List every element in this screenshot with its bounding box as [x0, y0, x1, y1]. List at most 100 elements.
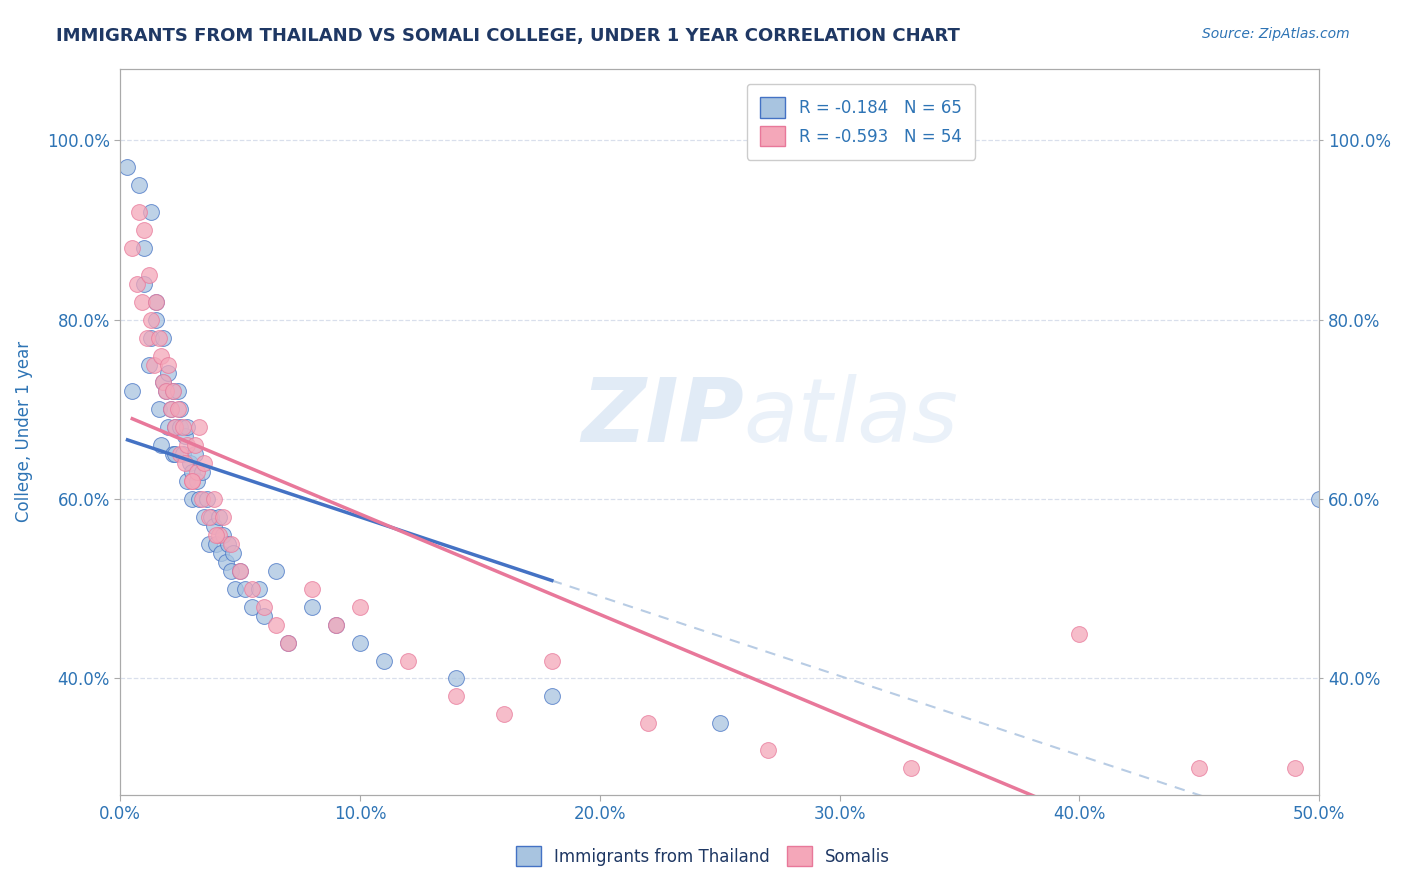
- Point: [183, 438, 205, 452]
- Point: [181, 474, 204, 488]
- Point: [191, 465, 214, 479]
- Point: [176, 474, 198, 488]
- Point: [198, 537, 221, 551]
- Point: [215, 555, 238, 569]
- Point: [186, 474, 208, 488]
- Point: [349, 599, 371, 614]
- Point: [222, 546, 245, 560]
- Point: [207, 528, 229, 542]
- Point: [150, 438, 173, 452]
- Point: [1188, 761, 1211, 775]
- Point: [444, 690, 467, 704]
- Point: [152, 376, 174, 390]
- Point: [157, 367, 180, 381]
- Point: [157, 420, 180, 434]
- Legend: Immigrants from Thailand, Somalis: Immigrants from Thailand, Somalis: [508, 838, 898, 875]
- Point: [165, 447, 187, 461]
- Point: [229, 564, 252, 578]
- Point: [709, 716, 731, 731]
- Point: [756, 743, 779, 757]
- Point: [134, 277, 156, 291]
- Point: [186, 465, 208, 479]
- Point: [121, 241, 143, 255]
- Point: [444, 672, 467, 686]
- Point: [540, 690, 562, 704]
- Point: [195, 491, 218, 506]
- Point: [169, 402, 191, 417]
- Text: IMMIGRANTS FROM THAILAND VS SOMALI COLLEGE, UNDER 1 YEAR CORRELATION CHART: IMMIGRANTS FROM THAILAND VS SOMALI COLLE…: [56, 27, 960, 45]
- Point: [152, 330, 174, 344]
- Y-axis label: College, Under 1 year: College, Under 1 year: [15, 342, 32, 523]
- Point: [172, 420, 194, 434]
- Point: [148, 402, 170, 417]
- Point: [1308, 491, 1330, 506]
- Point: [172, 447, 194, 461]
- Point: [117, 160, 139, 174]
- Point: [181, 491, 204, 506]
- Point: [183, 447, 205, 461]
- Point: [166, 402, 188, 417]
- Point: [188, 420, 211, 434]
- Point: [155, 384, 177, 399]
- Point: [193, 510, 215, 524]
- Point: [162, 384, 184, 399]
- Point: [181, 465, 204, 479]
- Text: atlas: atlas: [744, 375, 959, 460]
- Point: [121, 384, 143, 399]
- Point: [200, 510, 222, 524]
- Point: [637, 716, 659, 731]
- Point: [492, 707, 515, 722]
- Point: [138, 268, 160, 282]
- Point: [205, 537, 228, 551]
- Point: [141, 330, 163, 344]
- Point: [1069, 626, 1091, 640]
- Point: [240, 599, 263, 614]
- Point: [219, 537, 242, 551]
- Point: [349, 635, 371, 649]
- Point: [193, 456, 215, 470]
- Point: [169, 447, 191, 461]
- Point: [240, 582, 263, 596]
- Legend: R = -0.184   N = 65, R = -0.593   N = 54: R = -0.184 N = 65, R = -0.593 N = 54: [747, 84, 974, 160]
- Point: [176, 420, 198, 434]
- Point: [264, 564, 287, 578]
- Point: [176, 438, 198, 452]
- Point: [159, 402, 181, 417]
- Point: [166, 384, 188, 399]
- Point: [233, 582, 256, 596]
- Point: [141, 205, 163, 219]
- Point: [373, 653, 395, 667]
- Point: [135, 330, 157, 344]
- Point: [1284, 761, 1306, 775]
- Point: [128, 178, 150, 193]
- Point: [209, 546, 232, 560]
- Point: [152, 376, 174, 390]
- Point: [155, 384, 177, 399]
- Point: [202, 519, 225, 533]
- Point: [253, 599, 276, 614]
- Point: [207, 510, 229, 524]
- Point: [174, 456, 197, 470]
- Point: [191, 491, 214, 506]
- Point: [142, 358, 165, 372]
- Point: [165, 420, 187, 434]
- Point: [165, 420, 187, 434]
- Point: [159, 402, 181, 417]
- Point: [198, 510, 221, 524]
- Point: [157, 358, 180, 372]
- Point: [301, 582, 323, 596]
- Point: [148, 330, 170, 344]
- Point: [224, 582, 246, 596]
- Point: [325, 617, 347, 632]
- Point: [188, 491, 211, 506]
- Point: [127, 277, 149, 291]
- Point: [325, 617, 347, 632]
- Point: [150, 349, 173, 363]
- Point: [277, 635, 299, 649]
- Point: [174, 429, 197, 443]
- Point: [162, 384, 184, 399]
- Point: [277, 635, 299, 649]
- Point: [247, 582, 270, 596]
- Point: [540, 653, 562, 667]
- Point: [219, 564, 242, 578]
